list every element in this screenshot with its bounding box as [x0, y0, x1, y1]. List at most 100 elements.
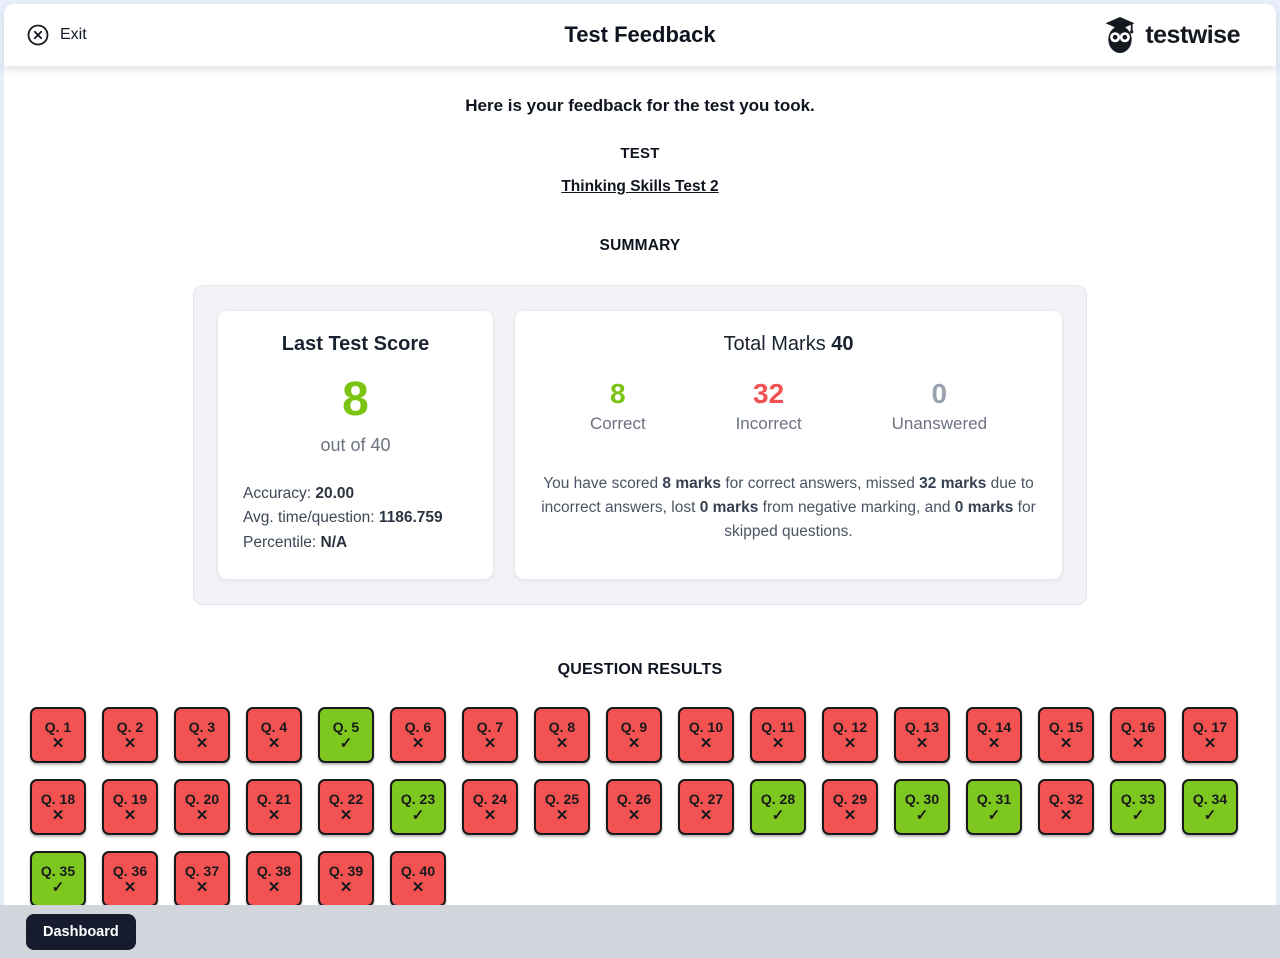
question-tile-11[interactable]: Q. 11 ✕ — [750, 706, 806, 763]
question-label: Q. 35 — [40, 862, 76, 879]
question-tile-21[interactable]: Q. 21 ✕ — [246, 778, 302, 835]
question-label: Q. 11 — [761, 718, 795, 735]
cross-icon: ✕ — [123, 878, 137, 896]
check-icon: ✓ — [1203, 806, 1217, 824]
cross-icon: ✕ — [267, 878, 281, 896]
question-tile-22[interactable]: Q. 22 ✕ — [318, 778, 374, 835]
question-label: Q. 32 — [1048, 790, 1084, 807]
check-icon: ✓ — [411, 806, 425, 824]
question-label: Q. 17 — [1192, 718, 1228, 735]
question-label: Q. 36 — [112, 862, 148, 879]
cross-icon: ✕ — [339, 878, 353, 896]
question-label: Q. 20 — [184, 790, 220, 807]
question-tile-28[interactable]: Q. 28 ✓ — [750, 778, 806, 835]
cross-icon: ✕ — [123, 806, 137, 824]
question-label: Q. 33 — [1120, 790, 1156, 807]
question-label: Q. 3 — [188, 718, 216, 735]
question-tile-16[interactable]: Q. 16 ✕ — [1110, 706, 1166, 763]
cross-icon: ✕ — [987, 734, 1001, 752]
question-tile-37[interactable]: Q. 37 ✕ — [174, 850, 230, 907]
question-tile-17[interactable]: Q. 17 ✕ — [1182, 706, 1238, 763]
question-label: Q. 24 — [472, 790, 508, 807]
question-label: Q. 15 — [1048, 718, 1084, 735]
question-tile-34[interactable]: Q. 34 ✓ — [1182, 778, 1238, 835]
test-name-link[interactable]: Thinking Skills Test 2 — [561, 178, 719, 195]
question-tile-9[interactable]: Q. 9 ✕ — [606, 706, 662, 763]
question-tile-24[interactable]: Q. 24 ✕ — [462, 778, 518, 835]
cross-icon: ✕ — [915, 734, 929, 752]
page-title: Test Feedback — [564, 22, 716, 47]
question-tile-13[interactable]: Q. 13 ✕ — [894, 706, 950, 763]
question-tile-40[interactable]: Q. 40 ✕ — [390, 850, 446, 907]
question-label: Q. 16 — [1120, 718, 1156, 735]
question-label: Q. 12 — [832, 718, 868, 735]
question-tile-4[interactable]: Q. 4 ✕ — [246, 706, 302, 763]
question-tile-39[interactable]: Q. 39 ✕ — [318, 850, 374, 907]
question-tile-31[interactable]: Q. 31 ✓ — [966, 778, 1022, 835]
cross-icon: ✕ — [627, 806, 641, 824]
total-marks-card: Total Marks 40 8 Correct 32 Incorrect 0 Unans… — [515, 311, 1062, 579]
check-icon: ✓ — [339, 734, 353, 752]
score-out-of: out of 40 — [320, 435, 391, 455]
question-label: Q. 37 — [184, 862, 220, 879]
check-icon: ✓ — [915, 806, 929, 824]
test-section-heading: TEST — [620, 145, 660, 162]
question-label: Q. 10 — [688, 718, 724, 735]
question-label: Q. 29 — [832, 790, 868, 807]
question-tile-30[interactable]: Q. 30 ✓ — [894, 778, 950, 835]
question-tile-8[interactable]: Q. 8 ✕ — [534, 706, 590, 763]
question-tile-33[interactable]: Q. 33 ✓ — [1110, 778, 1166, 835]
question-tile-7[interactable]: Q. 7 ✕ — [462, 706, 518, 763]
brand-name: testwise — [1145, 20, 1240, 49]
cross-icon: ✕ — [771, 734, 785, 752]
check-icon: ✓ — [771, 806, 785, 824]
question-tile-2[interactable]: Q. 2 ✕ — [102, 706, 158, 763]
cross-icon: ✕ — [1059, 806, 1073, 824]
question-tile-12[interactable]: Q. 12 ✕ — [822, 706, 878, 763]
question-tile-23[interactable]: Q. 23 ✓ — [390, 778, 446, 835]
marks-stat-incorrect: 32 Incorrect — [735, 378, 802, 433]
question-tile-1[interactable]: Q. 1 ✕ — [30, 706, 86, 763]
close-circle-icon — [26, 23, 50, 47]
question-label: Q. 4 — [260, 718, 288, 735]
dashboard-button[interactable]: Dashboard — [26, 913, 136, 950]
question-label: Q. 5 — [332, 718, 360, 735]
question-tile-38[interactable]: Q. 38 ✕ — [246, 850, 302, 907]
question-tile-36[interactable]: Q. 36 ✕ — [102, 850, 158, 907]
test-feedback-page: Exit Test Feedback testwise — [4, 4, 1276, 958]
question-tile-19[interactable]: Q. 19 ✕ — [102, 778, 158, 835]
question-label: Q. 40 — [400, 862, 436, 879]
question-tile-14[interactable]: Q. 14 ✕ — [966, 706, 1022, 763]
check-icon: ✓ — [51, 878, 65, 896]
exit-label: Exit — [60, 26, 87, 43]
question-label: Q. 7 — [476, 718, 504, 735]
cross-icon: ✕ — [267, 806, 281, 824]
question-tile-26[interactable]: Q. 26 ✕ — [606, 778, 662, 835]
cross-icon: ✕ — [411, 734, 425, 752]
question-tile-18[interactable]: Q. 18 ✕ — [30, 778, 86, 835]
check-icon: ✓ — [987, 806, 1001, 824]
question-tile-6[interactable]: Q. 6 ✕ — [390, 706, 446, 763]
question-tile-35[interactable]: Q. 35 ✓ — [30, 850, 86, 907]
question-label: Q. 6 — [404, 718, 432, 735]
question-label: Q. 31 — [976, 790, 1012, 807]
cross-icon: ✕ — [195, 806, 209, 824]
footer-bar: Dashboard — [0, 905, 1280, 958]
question-tile-32[interactable]: Q. 32 ✕ — [1038, 778, 1094, 835]
question-label: Q. 13 — [904, 718, 940, 735]
question-tile-25[interactable]: Q. 25 ✕ — [534, 778, 590, 835]
question-tile-20[interactable]: Q. 20 ✕ — [174, 778, 230, 835]
question-tile-27[interactable]: Q. 27 ✕ — [678, 778, 734, 835]
question-tile-3[interactable]: Q. 3 ✕ — [174, 706, 230, 763]
question-tile-29[interactable]: Q. 29 ✕ — [822, 778, 878, 835]
score-stat-line: Percentile: N/A — [243, 533, 348, 551]
question-tile-15[interactable]: Q. 15 ✕ — [1038, 706, 1094, 763]
header-bar: Exit Test Feedback testwise — [4, 4, 1276, 66]
question-label: Q. 30 — [904, 790, 940, 807]
exit-button[interactable]: Exit — [26, 23, 87, 47]
brand-logo: testwise — [1102, 15, 1240, 55]
question-label: Q. 21 — [256, 790, 292, 807]
cross-icon: ✕ — [1059, 734, 1073, 752]
question-tile-5[interactable]: Q. 5 ✓ — [318, 706, 374, 763]
question-tile-10[interactable]: Q. 10 ✕ — [678, 706, 734, 763]
